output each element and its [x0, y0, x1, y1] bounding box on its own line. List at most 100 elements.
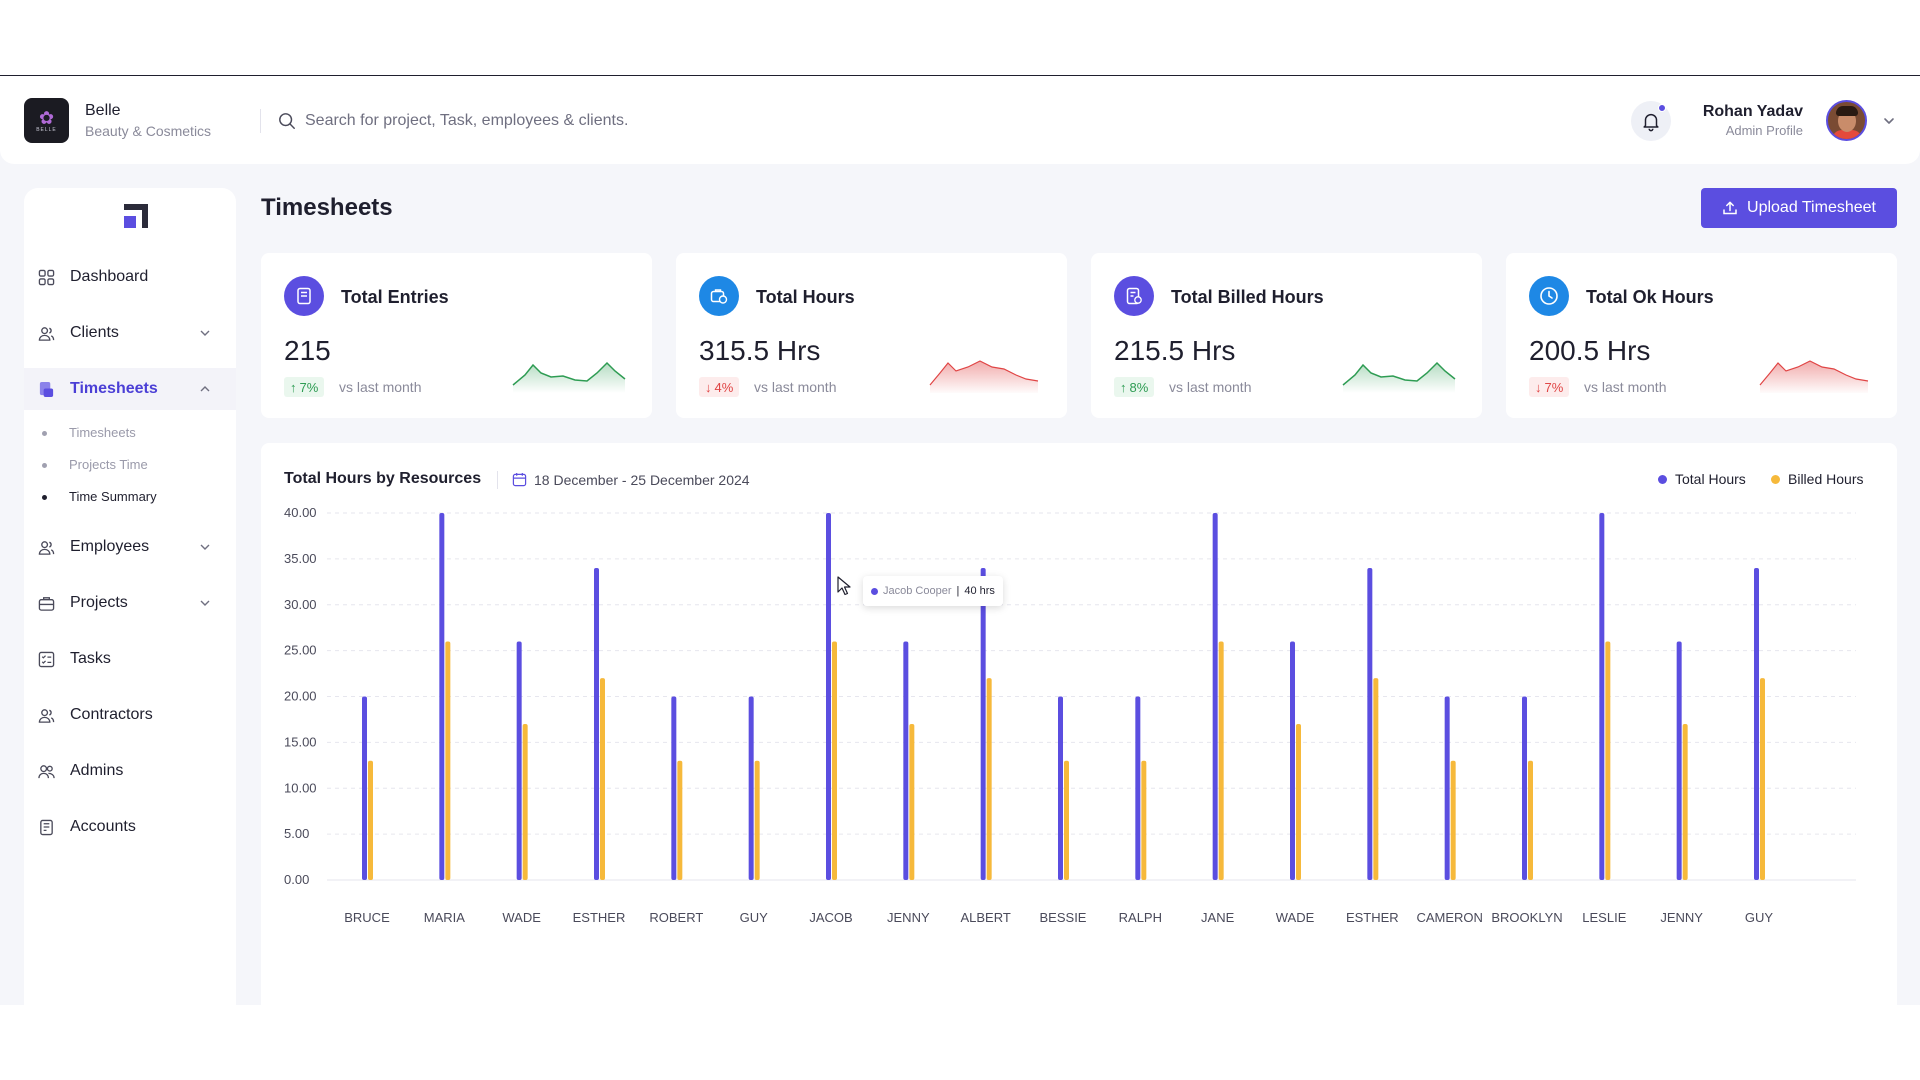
- bar-billed-hours[interactable]: [754, 760, 760, 880]
- bar-total-hours[interactable]: [1135, 696, 1141, 881]
- bar-total-hours[interactable]: [1290, 641, 1295, 880]
- notifications-button[interactable]: [1631, 101, 1671, 141]
- bar-billed-hours[interactable]: [522, 724, 528, 880]
- bar-total-hours[interactable]: [826, 513, 831, 880]
- sidebar-item-accounts[interactable]: Accounts: [24, 806, 236, 848]
- bar-total-hours[interactable]: [439, 513, 445, 880]
- bar-billed-hours[interactable]: [1682, 724, 1688, 880]
- x-tick-label: BROOKLYN: [1491, 910, 1562, 925]
- sidebar-item-employees[interactable]: Employees: [24, 526, 236, 568]
- sparkline-down: [1759, 360, 1869, 393]
- bar-total-hours[interactable]: [1212, 513, 1218, 880]
- user-name: Rohan Yadav: [1702, 103, 1803, 120]
- bar-billed-hours[interactable]: [1373, 678, 1379, 880]
- sidebar-subitem-timesheets[interactable]: Timesheets: [24, 422, 236, 446]
- bar-billed-hours[interactable]: [1296, 724, 1301, 880]
- chevron-down-icon: [200, 600, 210, 606]
- x-tick-label: JENNY: [1660, 910, 1703, 925]
- sidebar-item-label: Dashboard: [70, 268, 149, 285]
- bar-total-hours[interactable]: [594, 568, 599, 880]
- sidebar-item-admins[interactable]: Admins: [24, 750, 236, 792]
- x-tick-label: GUY: [1745, 910, 1774, 925]
- sidebar-item-timesheets[interactable]: Timesheets: [24, 368, 236, 410]
- legend-total-hours[interactable]: Total Hours: [1658, 470, 1746, 488]
- bar-total-hours[interactable]: [1522, 696, 1527, 881]
- app-window: ✿ BELLE Belle Beauty & Cosmetics Rohan Y…: [0, 75, 1920, 1006]
- search-input[interactable]: [305, 106, 905, 136]
- sidebar-item-contractors[interactable]: Contractors: [24, 694, 236, 736]
- x-tick-label: ROBERT: [649, 910, 703, 925]
- bullet-icon: [42, 431, 47, 436]
- arrow-down-icon: ↓: [1535, 379, 1542, 395]
- sidebar-subitem-time-summary[interactable]: Time Summary: [24, 486, 236, 510]
- user-role: Admin Profile: [1725, 123, 1803, 138]
- lotus-icon: ✿: [38, 107, 55, 128]
- legend-label: Total Hours: [1675, 471, 1746, 487]
- app-logo-icon[interactable]: [115, 198, 153, 236]
- y-tick-label: 35.00: [284, 551, 317, 566]
- bar-billed-hours[interactable]: [832, 641, 837, 880]
- legend-billed-hours[interactable]: Billed Hours: [1771, 470, 1863, 488]
- bar-total-hours[interactable]: [1754, 568, 1759, 880]
- tooltip-dot: [871, 587, 878, 595]
- x-tick-label: WADE: [1276, 910, 1315, 925]
- legend-dot: [1771, 474, 1780, 484]
- sidebar-subitem-projects-time[interactable]: Projects Time: [24, 454, 236, 478]
- stat-comparison: vs last month: [1169, 379, 1252, 395]
- bar-billed-hours[interactable]: [1450, 760, 1456, 880]
- sidebar-item-clients[interactable]: Clients: [24, 312, 236, 354]
- bar-total-hours[interactable]: [980, 568, 986, 880]
- bar-total-hours[interactable]: [362, 696, 367, 881]
- bar-total-hours[interactable]: [1444, 696, 1450, 881]
- sidebar-subitem-label: Projects Time: [69, 457, 148, 472]
- stat-title: Total Hours: [756, 287, 855, 307]
- bar-billed-hours[interactable]: [909, 724, 915, 880]
- brand-logo[interactable]: ✿ BELLE: [24, 98, 69, 143]
- sidebar-item-projects[interactable]: Projects: [24, 582, 236, 624]
- avatar[interactable]: [1826, 100, 1867, 141]
- stat-delta: ↑ 7%: [284, 377, 325, 397]
- clock-briefcase-icon: [699, 276, 739, 316]
- sidebar-item-tasks[interactable]: Tasks: [24, 638, 236, 680]
- bar-billed-hours[interactable]: [1218, 641, 1224, 880]
- bar-total-hours[interactable]: [516, 641, 522, 880]
- bar-billed-hours[interactable]: [1605, 641, 1611, 880]
- sidebar-item-label: Tasks: [70, 650, 111, 667]
- date-range[interactable]: 18 December - 25 December 2024: [534, 472, 750, 488]
- bar-total-hours[interactable]: [1058, 696, 1063, 881]
- sidebar-item-label: Admins: [70, 762, 124, 779]
- bar-billed-hours[interactable]: [368, 760, 373, 880]
- bar-total-hours[interactable]: [671, 696, 677, 881]
- bar-billed-hours[interactable]: [986, 678, 992, 880]
- bar-billed-hours[interactable]: [1528, 760, 1533, 880]
- bullet-icon: [42, 495, 47, 500]
- stat-comparison: vs last month: [339, 379, 422, 395]
- chevron-down-icon: [200, 330, 210, 336]
- upload-timesheet-label: Upload Timesheet: [1747, 199, 1876, 216]
- bar-total-hours[interactable]: [1676, 641, 1682, 880]
- grid-icon: [38, 269, 55, 286]
- arrow-down-icon: ↓: [705, 379, 712, 395]
- bar-billed-hours[interactable]: [1760, 678, 1765, 880]
- bar-billed-hours[interactable]: [1064, 760, 1069, 880]
- stat-title: Total Entries: [341, 287, 449, 307]
- bar-total-hours[interactable]: [1367, 568, 1373, 880]
- bar-total-hours[interactable]: [903, 641, 909, 880]
- chevron-down-icon[interactable]: [1882, 114, 1896, 128]
- y-tick-label: 20.00: [284, 689, 317, 704]
- bar-billed-hours[interactable]: [1141, 760, 1147, 880]
- legend-label: Billed Hours: [1788, 471, 1864, 487]
- sidebar-item-dashboard[interactable]: Dashboard: [24, 256, 236, 298]
- bar-total-hours[interactable]: [1599, 513, 1605, 880]
- bar-billed-hours[interactable]: [600, 678, 605, 880]
- chart-card: Total Hours by Resources 18 December - 2…: [261, 443, 1897, 1006]
- bar-billed-hours[interactable]: [677, 760, 683, 880]
- arrow-up-icon: ↑: [1120, 379, 1127, 395]
- bar-total-hours[interactable]: [748, 696, 754, 881]
- stat-comparison: vs last month: [1584, 379, 1667, 395]
- calendar-icon[interactable]: [512, 472, 527, 487]
- upload-timesheet-button[interactable]: Upload Timesheet: [1701, 188, 1897, 228]
- x-tick-label: WADE: [502, 910, 541, 925]
- x-tick-label: BRUCE: [344, 910, 390, 925]
- bar-billed-hours[interactable]: [445, 641, 451, 880]
